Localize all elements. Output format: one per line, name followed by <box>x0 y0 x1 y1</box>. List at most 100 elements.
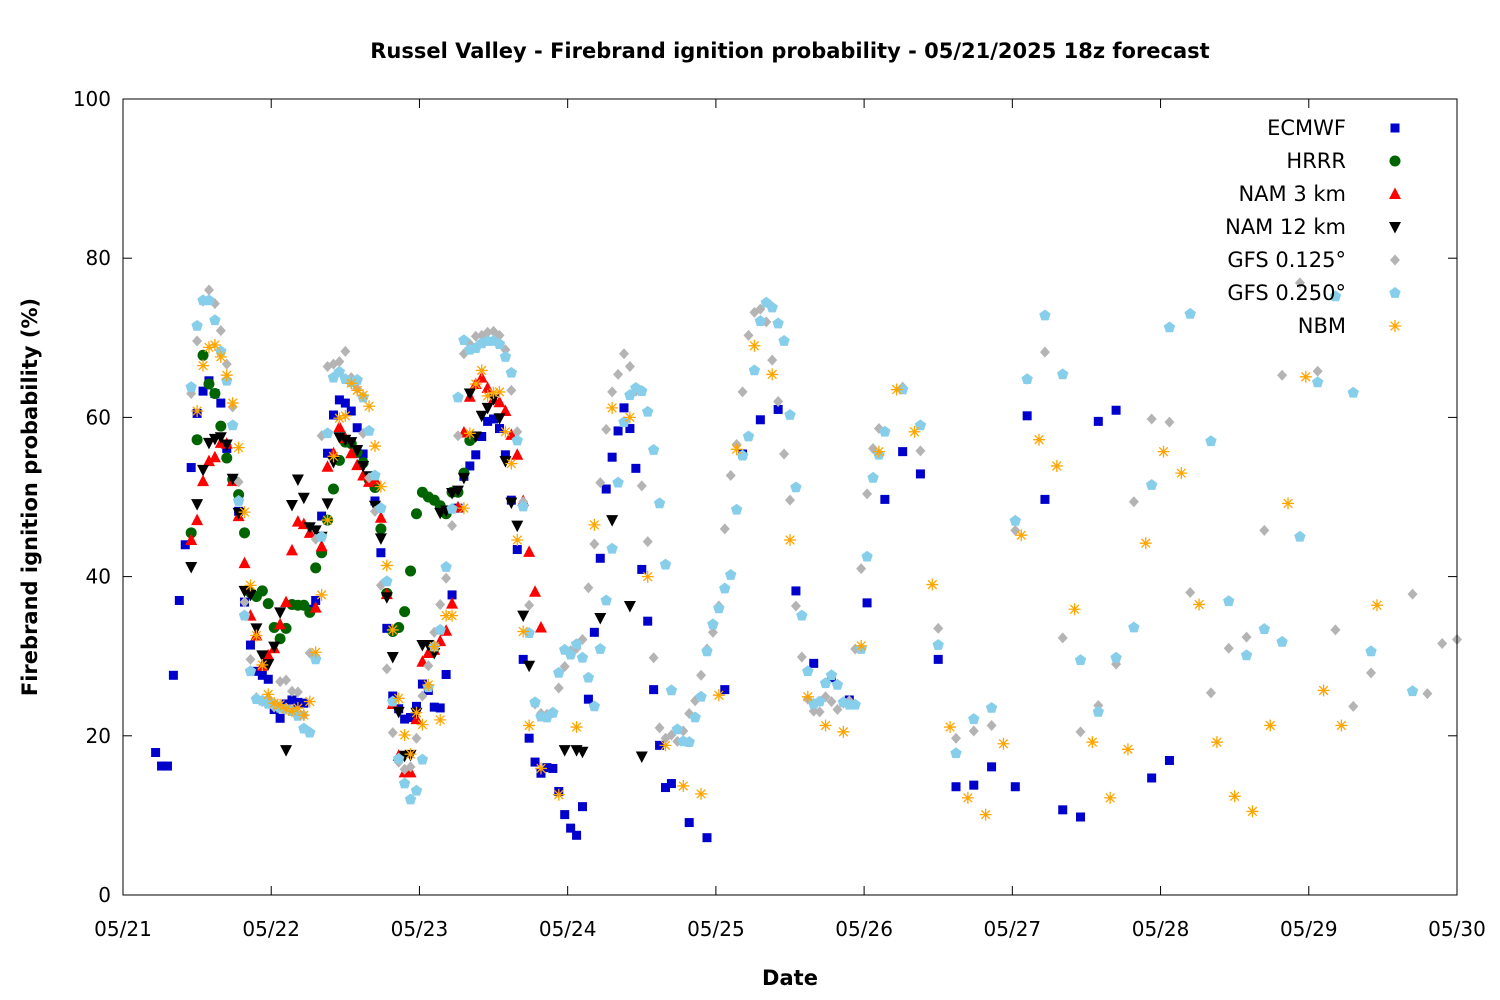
data-point <box>1050 459 1063 472</box>
data-point <box>321 498 334 510</box>
data-point <box>499 404 512 417</box>
data-point <box>560 810 570 820</box>
data-point <box>825 669 838 681</box>
data-point <box>951 782 961 792</box>
data-point <box>291 701 304 714</box>
data-point <box>458 334 470 346</box>
data-point <box>576 651 589 663</box>
data-point <box>1010 524 1021 536</box>
data-point <box>280 702 293 715</box>
data-point <box>654 722 665 734</box>
data-point <box>523 660 536 673</box>
data-point <box>997 737 1010 750</box>
data-point <box>570 638 583 650</box>
data-point <box>779 448 790 460</box>
data-point <box>208 450 221 463</box>
data-point <box>1407 588 1418 600</box>
data-point <box>310 562 322 574</box>
data-point <box>340 345 351 357</box>
data-point <box>512 545 522 555</box>
data-point <box>987 762 997 772</box>
data-point <box>1282 497 1295 510</box>
data-point <box>382 623 392 633</box>
data-point <box>1147 773 1157 783</box>
data-point <box>297 492 310 505</box>
data-point <box>191 513 204 526</box>
data-point <box>416 718 429 731</box>
data-point <box>879 425 891 437</box>
data-point <box>410 784 423 796</box>
data-point <box>493 395 506 408</box>
data-point <box>855 639 868 652</box>
data-point <box>1121 743 1134 756</box>
data-point <box>643 616 653 626</box>
data-point <box>226 419 239 431</box>
data-point <box>547 706 559 718</box>
data-point <box>315 530 328 542</box>
data-point <box>334 356 345 368</box>
data-point <box>263 674 273 684</box>
data-point <box>719 582 731 594</box>
data-point <box>262 688 275 701</box>
data-point <box>861 550 873 562</box>
data-point <box>979 808 992 821</box>
data-point <box>186 463 196 473</box>
data-point <box>558 745 571 757</box>
data-point <box>493 338 506 350</box>
data-point <box>447 520 458 532</box>
data-point <box>375 502 387 513</box>
data-point <box>517 625 530 638</box>
data-point <box>304 726 316 738</box>
data-point <box>202 437 215 450</box>
data-point <box>707 618 719 630</box>
data-point <box>422 678 435 691</box>
data-point <box>274 698 287 711</box>
data-point <box>363 400 376 413</box>
data-point <box>232 441 245 454</box>
data-point <box>802 665 814 677</box>
data-point <box>915 469 925 479</box>
legend-marker <box>1390 123 1400 133</box>
data-point <box>660 783 670 793</box>
data-point <box>589 538 600 550</box>
data-point <box>666 779 676 789</box>
data-point <box>511 533 524 546</box>
data-point <box>500 450 510 460</box>
data-point <box>772 317 784 329</box>
x-tick-label: 05/26 <box>835 917 893 941</box>
legend-marker <box>1389 320 1401 332</box>
data-point <box>208 338 221 351</box>
data-point <box>637 564 647 574</box>
data-point <box>334 395 344 405</box>
data-point <box>299 698 309 708</box>
data-point <box>345 377 358 390</box>
data-point <box>303 522 316 534</box>
series-nbm <box>191 338 1383 821</box>
data-point <box>416 753 429 765</box>
data-point <box>624 360 635 372</box>
data-point <box>712 689 725 702</box>
data-point <box>623 601 636 613</box>
data-point <box>285 499 298 512</box>
data-point <box>618 416 630 428</box>
data-point <box>505 457 518 470</box>
x-tick-label: 05/22 <box>242 917 300 941</box>
data-point <box>410 706 423 719</box>
data-point <box>481 402 494 415</box>
data-point <box>1110 651 1122 663</box>
data-point <box>737 386 748 398</box>
data-point <box>1258 623 1271 634</box>
legend-marker <box>1389 155 1401 167</box>
data-point <box>404 748 417 761</box>
data-point <box>529 585 542 597</box>
data-point <box>346 406 356 416</box>
data-point <box>696 669 707 681</box>
data-point <box>1276 635 1288 647</box>
legend-label: GFS 0.125° <box>1227 248 1346 272</box>
data-point <box>1009 514 1021 526</box>
y-tick-label: 100 <box>73 87 111 111</box>
data-point <box>180 540 190 550</box>
data-point <box>702 833 712 843</box>
data-point <box>1205 435 1217 447</box>
data-point <box>1057 632 1068 644</box>
